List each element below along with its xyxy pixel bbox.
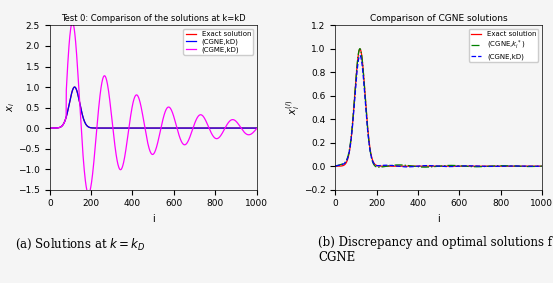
Exact solution (357, 47, 363, 51)
Exact solution (353, 71, 360, 75)
(CGNE,kD) (474, 164, 481, 168)
(CGME,kD) (85, 192, 92, 195)
Exact solution (253, 126, 260, 130)
(CGME,kD) (253, 127, 260, 130)
(CGME,kD) (46, 126, 53, 130)
(CGNE,kD) (539, 164, 545, 168)
(CGNE,kD) (208, 126, 215, 130)
(CGNE,kD) (46, 126, 53, 130)
Line: (CGME,kD): (CGME,kD) (50, 23, 257, 194)
(CGNE,kD) (68, 94, 75, 97)
Title: Test 0: Comparison of the solutions at k=kD: Test 0: Comparison of the solutions at k… (61, 14, 246, 23)
Exact solution (68, 94, 75, 97)
(CGNE,$k_i^*$) (353, 70, 360, 74)
(CGNE,$k_i^*$) (497, 164, 504, 168)
Line: Exact solution: Exact solution (335, 49, 542, 166)
Exact solution (423, 164, 430, 168)
(CGNE,$k_i^*$) (375, 166, 382, 169)
(CGNE,kD) (404, 165, 410, 169)
Exact solution (493, 164, 500, 168)
(CGNE,$k_i^*$) (416, 165, 422, 169)
(CGNE,$k_i^*$) (493, 164, 500, 168)
Line: (CGNE,$k_i^*$): (CGNE,$k_i^*$) (335, 49, 542, 167)
(CGNE,kD) (71, 85, 78, 89)
Exact solution (71, 85, 78, 89)
(CGNE,kD) (357, 54, 363, 57)
Exact solution (416, 164, 422, 168)
Exact solution (212, 126, 218, 130)
(CGNE,kD) (416, 164, 422, 168)
Exact solution (474, 164, 481, 168)
Exact solution (208, 126, 215, 130)
X-axis label: i: i (152, 214, 154, 224)
(CGNE,kD) (493, 165, 500, 168)
Text: (a) Solutions at $k = k_D$: (a) Solutions at $k = k_D$ (15, 236, 145, 252)
(CGME,kD) (69, 21, 76, 24)
Exact solution (138, 126, 144, 130)
(CGNE,$k_i^*$) (424, 166, 430, 169)
(CGNE,$k_i^*$) (332, 164, 338, 168)
(CGME,kD) (68, 25, 75, 28)
(CGNE,kD) (353, 76, 360, 80)
(CGNE,kD) (497, 164, 504, 168)
(CGME,kD) (189, 128, 196, 132)
(CGME,kD) (208, 132, 215, 135)
(CGNE,$k_i^*$) (474, 165, 481, 168)
Exact solution (189, 126, 195, 130)
(CGNE,kD) (138, 126, 144, 130)
(CGNE,kD) (212, 126, 218, 130)
(CGNE,$k_i^*$) (539, 164, 545, 168)
X-axis label: i: i (437, 214, 440, 224)
Line: Exact solution: Exact solution (50, 87, 257, 128)
Title: Comparison of CGNE solutions: Comparison of CGNE solutions (370, 14, 507, 23)
Y-axis label: $x_i^{(i)}$: $x_i^{(i)}$ (284, 100, 302, 115)
Exact solution (46, 126, 53, 130)
(CGNE,kD) (189, 126, 195, 130)
(CGNE,kD) (332, 164, 338, 168)
Legend: Exact solution, (CGNE,$k_i^*$), (CGNE,kD): Exact solution, (CGNE,$k_i^*$), (CGNE,kD… (469, 29, 539, 62)
Line: (CGNE,kD): (CGNE,kD) (335, 55, 542, 167)
Exact solution (539, 164, 545, 168)
(CGME,kD) (138, 106, 145, 110)
Exact solution (497, 164, 504, 168)
Line: (CGNE,kD): (CGNE,kD) (50, 87, 257, 128)
Y-axis label: $x_i$: $x_i$ (5, 103, 17, 112)
Exact solution (131, 126, 137, 130)
Legend: Exact solution, (CGNE,kD), (CGME,kD): Exact solution, (CGNE,kD), (CGME,kD) (184, 29, 253, 55)
(CGNE,kD) (131, 126, 137, 130)
(CGNE,kD) (424, 164, 430, 167)
(CGNE,$k_i^*$) (357, 47, 363, 50)
(CGNE,kD) (253, 126, 260, 130)
(CGME,kD) (131, 98, 137, 101)
Exact solution (332, 164, 338, 168)
(CGME,kD) (212, 136, 218, 140)
Text: (b) Discrepancy and optimal solutions f
CGNE: (b) Discrepancy and optimal solutions f … (318, 236, 552, 264)
